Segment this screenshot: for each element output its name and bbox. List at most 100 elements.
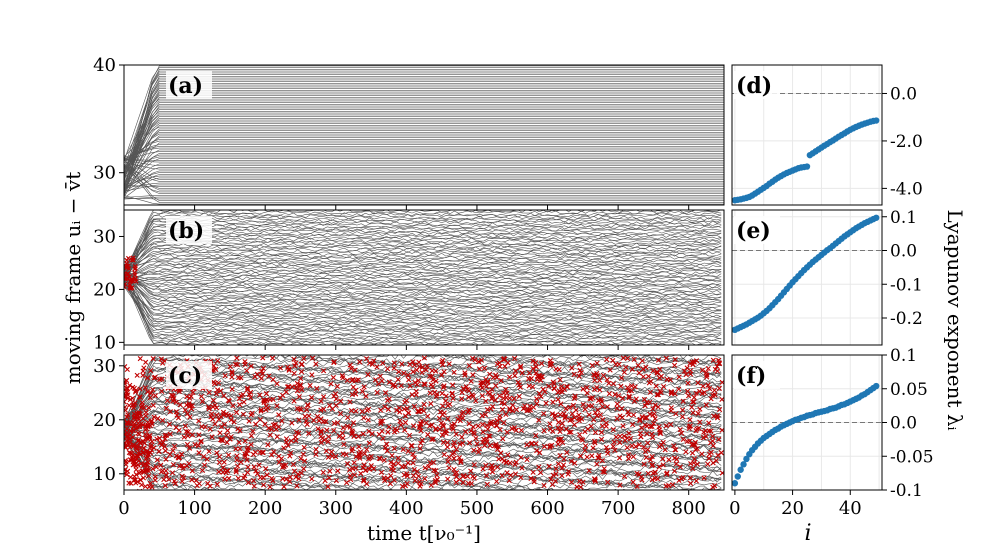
trajectory-line	[124, 159, 724, 166]
event-marker	[357, 455, 363, 461]
trajectory-line	[124, 439, 722, 452]
event-marker	[610, 381, 617, 387]
event-marker	[559, 465, 565, 471]
event-marker	[207, 426, 213, 432]
event-marker	[708, 396, 714, 402]
trajectory-line	[124, 67, 724, 162]
event-marker	[687, 371, 694, 377]
event-marker	[328, 449, 335, 455]
event-marker	[147, 395, 153, 401]
event-marker	[606, 380, 612, 386]
event-marker	[215, 358, 221, 364]
trajectory-line	[124, 429, 722, 454]
event-marker	[509, 426, 515, 432]
event-marker	[313, 361, 319, 367]
event-marker	[550, 379, 556, 385]
trajectory-line	[124, 132, 724, 175]
event-marker	[678, 476, 685, 482]
event-marker	[473, 435, 479, 442]
event-marker	[386, 379, 393, 385]
event-marker	[489, 469, 496, 475]
event-marker	[617, 482, 623, 488]
event-marker	[291, 356, 297, 362]
event-marker	[692, 439, 698, 445]
event-marker	[318, 407, 324, 413]
event-marker	[172, 480, 178, 487]
event-marker	[406, 377, 412, 383]
event-marker	[341, 441, 347, 448]
event-marker	[150, 387, 156, 393]
event-marker	[631, 356, 637, 363]
event-marker	[378, 418, 384, 424]
event-marker	[409, 392, 415, 398]
event-marker	[322, 478, 328, 484]
event-marker	[162, 444, 168, 450]
event-marker	[663, 423, 669, 429]
event-marker	[683, 371, 689, 378]
event-marker	[244, 385, 251, 391]
event-marker	[613, 361, 619, 367]
event-marker	[479, 393, 485, 399]
event-marker	[645, 373, 652, 379]
event-marker	[151, 414, 157, 420]
trajectory-line	[124, 74, 724, 169]
event-marker	[638, 434, 644, 440]
event-marker	[415, 377, 421, 384]
event-marker	[612, 447, 618, 453]
event-marker	[464, 473, 471, 480]
panel-frame	[731, 209, 883, 346]
event-marker	[501, 356, 508, 362]
event-marker	[402, 419, 409, 426]
event-marker	[399, 361, 405, 367]
event-marker	[654, 392, 660, 398]
event-marker	[533, 441, 539, 447]
x-tick-label: 0	[118, 498, 129, 519]
event-marker	[340, 375, 346, 381]
trajectory-line	[124, 215, 722, 272]
event-marker	[663, 355, 669, 361]
event-marker	[160, 417, 166, 424]
event-marker	[294, 380, 300, 387]
trajectory-line	[124, 262, 722, 281]
event-marker	[458, 458, 464, 464]
event-marker	[236, 396, 243, 402]
trajectory-line	[124, 100, 724, 172]
x-tick-label: 500	[460, 498, 494, 519]
x-tick-label: 600	[530, 498, 564, 519]
event-marker	[125, 255, 131, 261]
event-marker	[137, 386, 143, 392]
event-marker	[499, 406, 506, 413]
event-marker	[173, 399, 179, 405]
event-marker	[640, 374, 646, 380]
event-marker	[245, 469, 251, 476]
event-marker	[195, 442, 201, 449]
event-marker	[244, 451, 250, 457]
event-marker	[516, 393, 522, 400]
event-marker	[513, 427, 519, 433]
event-marker	[561, 456, 567, 462]
event-marker	[351, 472, 358, 478]
trajectory-line	[124, 355, 722, 423]
event-marker	[506, 477, 512, 484]
event-marker	[205, 480, 211, 487]
event-marker	[390, 467, 397, 474]
event-marker	[147, 450, 153, 456]
event-marker	[691, 394, 697, 400]
event-marker	[578, 484, 584, 490]
event-marker	[493, 372, 499, 378]
event-marker	[249, 410, 255, 416]
event-marker	[381, 475, 387, 481]
trajectory-line	[124, 235, 722, 274]
event-marker	[671, 443, 677, 449]
trajectory-line	[124, 273, 722, 282]
event-marker	[684, 365, 690, 371]
trajectory-line	[124, 105, 724, 198]
event-marker	[189, 468, 195, 474]
event-marker	[160, 468, 166, 474]
event-marker	[471, 462, 477, 468]
event-marker	[617, 433, 623, 439]
event-marker	[128, 450, 134, 456]
event-marker	[451, 455, 457, 461]
event-marker	[251, 464, 257, 470]
event-marker	[715, 452, 721, 458]
